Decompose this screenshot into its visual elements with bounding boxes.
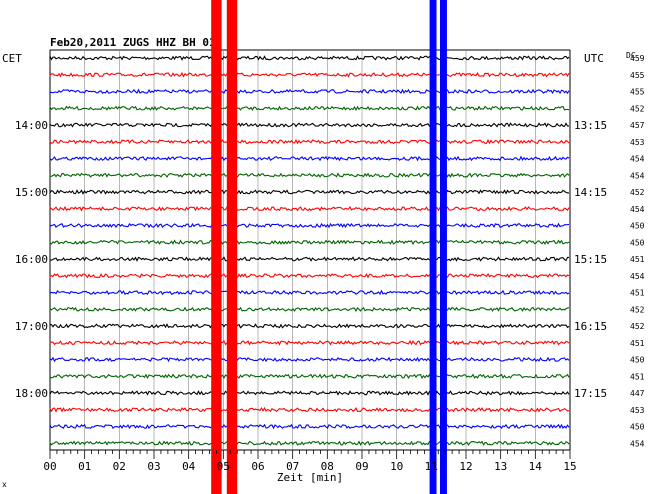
trace-line [49,289,570,296]
x-tick-label: 10 [390,460,403,473]
dc-value: 452 [630,322,645,331]
dc-value: 454 [630,171,645,180]
dc-value: 453 [630,406,645,415]
dc-value: 451 [630,289,645,298]
cet-time-label: 15:00 [15,186,48,199]
x-tick-label: 03 [147,460,160,473]
dc-axis-label: DC [626,51,636,60]
x-tick-label: 04 [182,460,196,473]
dc-value: 450 [630,222,645,231]
dc-value: 453 [630,138,645,147]
x-tick-label: 09 [355,460,368,473]
x-axis: 00 01 02 03 04 05 06 07 08 09 10 11 12 13 14 15 [43,450,577,473]
trace-line [49,440,570,447]
x-tick-label: 13 [494,460,507,473]
cet-time-label: 18:00 [15,387,48,400]
trace-line [49,122,570,128]
dc-value: 451 [630,339,645,348]
event-marker [226,0,238,494]
dc-value: 455 [630,88,645,97]
utc-time-label: 14:15 [574,186,607,199]
cet-time-labels: 14:00 15:00 16:00 17:00 18:00 [15,119,48,400]
trace-line [49,172,570,178]
dc-value: 450 [630,423,645,432]
trace-line [49,390,570,396]
trace-line [49,104,570,112]
utc-time-label: 15:15 [574,253,607,266]
dc-value: 454 [630,439,645,448]
plot-frame [49,49,571,451]
trace-line [49,272,570,279]
x-tick-label: 12 [459,460,472,473]
trace-line [49,239,570,246]
trace-line [49,356,570,363]
x-tick-label: 05 [217,460,230,473]
dc-value: 452 [630,305,645,314]
x-tick-label: 08 [321,460,334,473]
trace-line [49,423,570,430]
dc-value: 450 [630,238,645,247]
dc-value: 451 [630,372,645,381]
cet-time-label: 14:00 [15,119,48,132]
trace-line [49,88,570,95]
cet-axis-label: CET [2,52,22,65]
x-tick-label: 00 [43,460,56,473]
event-marker [429,0,437,494]
dc-value: 455 [630,71,645,80]
x-tick-label: 07 [286,460,299,473]
corner-mark: x [2,480,7,489]
dc-value-labels: 459 455 455 452 457 453 454 454 452 454 450 450 451 4… [630,54,645,448]
trace-line [49,222,570,229]
cet-time-label: 16:00 [15,253,48,266]
x-tick-label: 01 [78,460,91,473]
trace-line [49,71,570,78]
trace-line [49,339,570,346]
event-markers [211,0,447,494]
seismic-traces [49,55,570,447]
dc-value: 454 [630,205,645,214]
x-tick-label: 15 [563,460,576,473]
utc-time-label: 17:15 [574,387,607,400]
chart-title: Feb20,2011 ZUGS HHZ BH 01 [50,36,216,49]
utc-time-label: 16:15 [574,320,607,333]
cet-time-label: 17:00 [15,320,48,333]
x-tick-label: 14 [529,460,543,473]
dc-value: 452 [630,188,645,197]
x-tick-label: 11 [425,460,438,473]
x-axis-label: Zeit [min] [277,471,343,484]
utc-time-label: 13:15 [574,119,607,132]
dc-value: 454 [630,272,645,281]
dc-value: 457 [630,121,645,130]
dc-value: 447 [630,389,645,398]
trace-line [49,155,570,162]
event-marker [211,0,222,494]
trace-line [49,189,570,195]
dc-value: 450 [630,356,645,365]
dc-value: 454 [630,155,645,164]
trace-line [49,205,570,212]
trace-line [49,323,570,329]
dc-value: 452 [630,104,645,113]
trace-line [49,373,570,380]
trace-line [49,138,570,145]
dc-value: 459 [630,54,645,63]
dc-value: 451 [630,255,645,264]
trace-line [49,256,570,262]
trace-line [49,306,570,313]
trace-line [49,406,570,413]
utc-axis-label: UTC [584,52,604,65]
x-tick-label: 02 [113,460,126,473]
x-tick-label: 06 [251,460,264,473]
utc-time-labels: 13:15 14:15 15:15 16:15 17:15 [574,119,607,400]
trace-line [49,55,570,61]
event-marker [440,0,447,494]
minute-grid [84,50,536,450]
